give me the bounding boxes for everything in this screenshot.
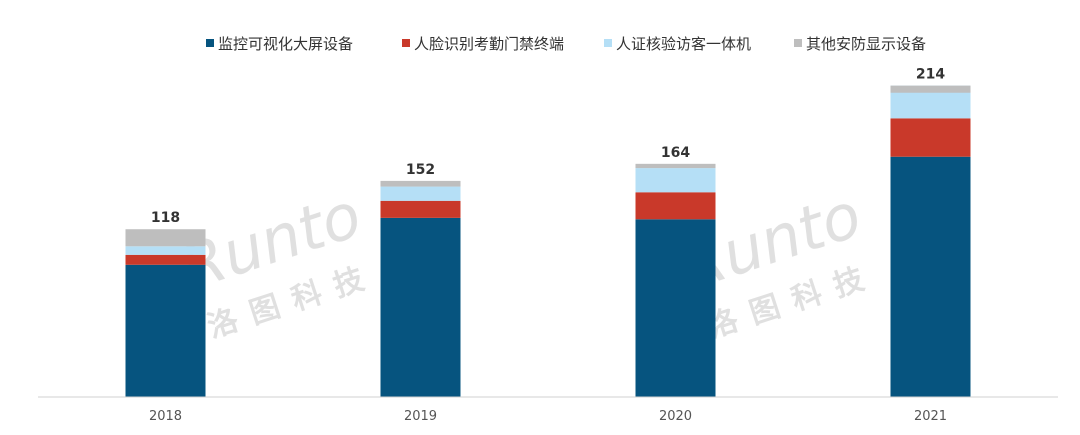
bar-2020-series-4: [635, 163, 716, 169]
legend: 监控可视化大屏设备 人脸识别考勤门禁终端 人证核验访客一体机 其他安防显示设备: [206, 35, 926, 53]
bar-2020-series-1: [635, 219, 716, 397]
legend-swatch-1: [206, 39, 214, 47]
bar-2020-series-2: [635, 192, 716, 220]
legend-swatch-2: [402, 39, 410, 47]
bars: [125, 85, 971, 397]
bar-2020-series-3: [635, 168, 716, 193]
total-label-2018: 118: [151, 210, 180, 226]
bar-2018-series-1: [125, 264, 206, 397]
bar-2018-series-2: [125, 254, 206, 265]
x-tick-2018: 2018: [149, 409, 182, 424]
x-tick-2019: 2019: [404, 409, 437, 424]
legend-label-2: 人脸识别考勤门禁终端: [414, 35, 564, 53]
total-labels: 118 152 164 214: [151, 67, 945, 227]
bar-2019-series-2: [380, 200, 461, 218]
x-tick-2020: 2020: [659, 409, 692, 424]
bar-2018-series-3: [125, 246, 206, 255]
total-label-2020: 164: [661, 145, 690, 161]
bar-2019-series-3: [380, 186, 461, 201]
total-label-2019: 152: [406, 162, 435, 178]
bar-2021-series-1: [890, 156, 971, 397]
legend-label-4: 其他安防显示设备: [806, 35, 926, 53]
legend-swatch-3: [604, 39, 612, 47]
x-axis-ticks: 2018 2019 2020 2021: [149, 409, 947, 424]
x-tick-2021: 2021: [914, 409, 947, 424]
watermarks: Runto 洛图科技 Runto 洛图科技: [172, 178, 882, 345]
bar-2018-series-4: [125, 229, 206, 247]
bar-2021-series-4: [890, 85, 971, 93]
legend-label-3: 人证核验访客一体机: [616, 35, 751, 53]
legend-label-1: 监控可视化大屏设备: [218, 35, 353, 53]
legend-swatch-4: [794, 39, 802, 47]
total-label-2021: 214: [916, 67, 945, 83]
bar-2019-series-1: [380, 217, 461, 397]
bar-2019-series-4: [380, 180, 461, 187]
bar-2021-series-2: [890, 118, 971, 157]
